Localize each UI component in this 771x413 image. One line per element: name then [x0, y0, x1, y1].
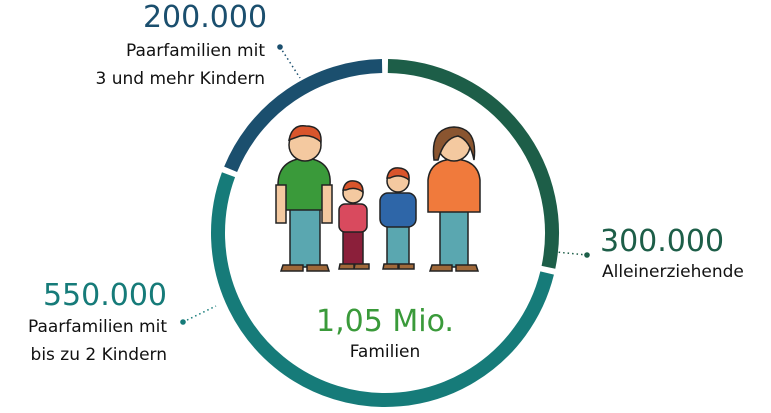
category-label: Paarfamilien mit bis zu 2 Kindern — [0, 313, 167, 369]
total-value: 1,05 Mio. — [285, 306, 485, 338]
family-illustration — [276, 126, 480, 271]
leader-dot — [584, 252, 590, 258]
category-label: Alleinerziehende — [602, 258, 767, 286]
chart: 1,05 Mio. Familien 200.000Paarfamilien m… — [0, 0, 771, 413]
value-label: 200.000 — [120, 2, 290, 34]
leader-line — [280, 47, 300, 78]
leader-line — [183, 306, 216, 322]
total-caption: Familien — [285, 338, 485, 366]
value-label: 300.000 — [600, 226, 760, 258]
leader-line — [556, 252, 587, 255]
leader-dot — [277, 44, 283, 50]
leader-dot — [180, 319, 186, 325]
value-label: 550.000 — [20, 280, 167, 312]
category-label: Paarfamilien mit 3 und mehr Kindern — [40, 37, 265, 93]
